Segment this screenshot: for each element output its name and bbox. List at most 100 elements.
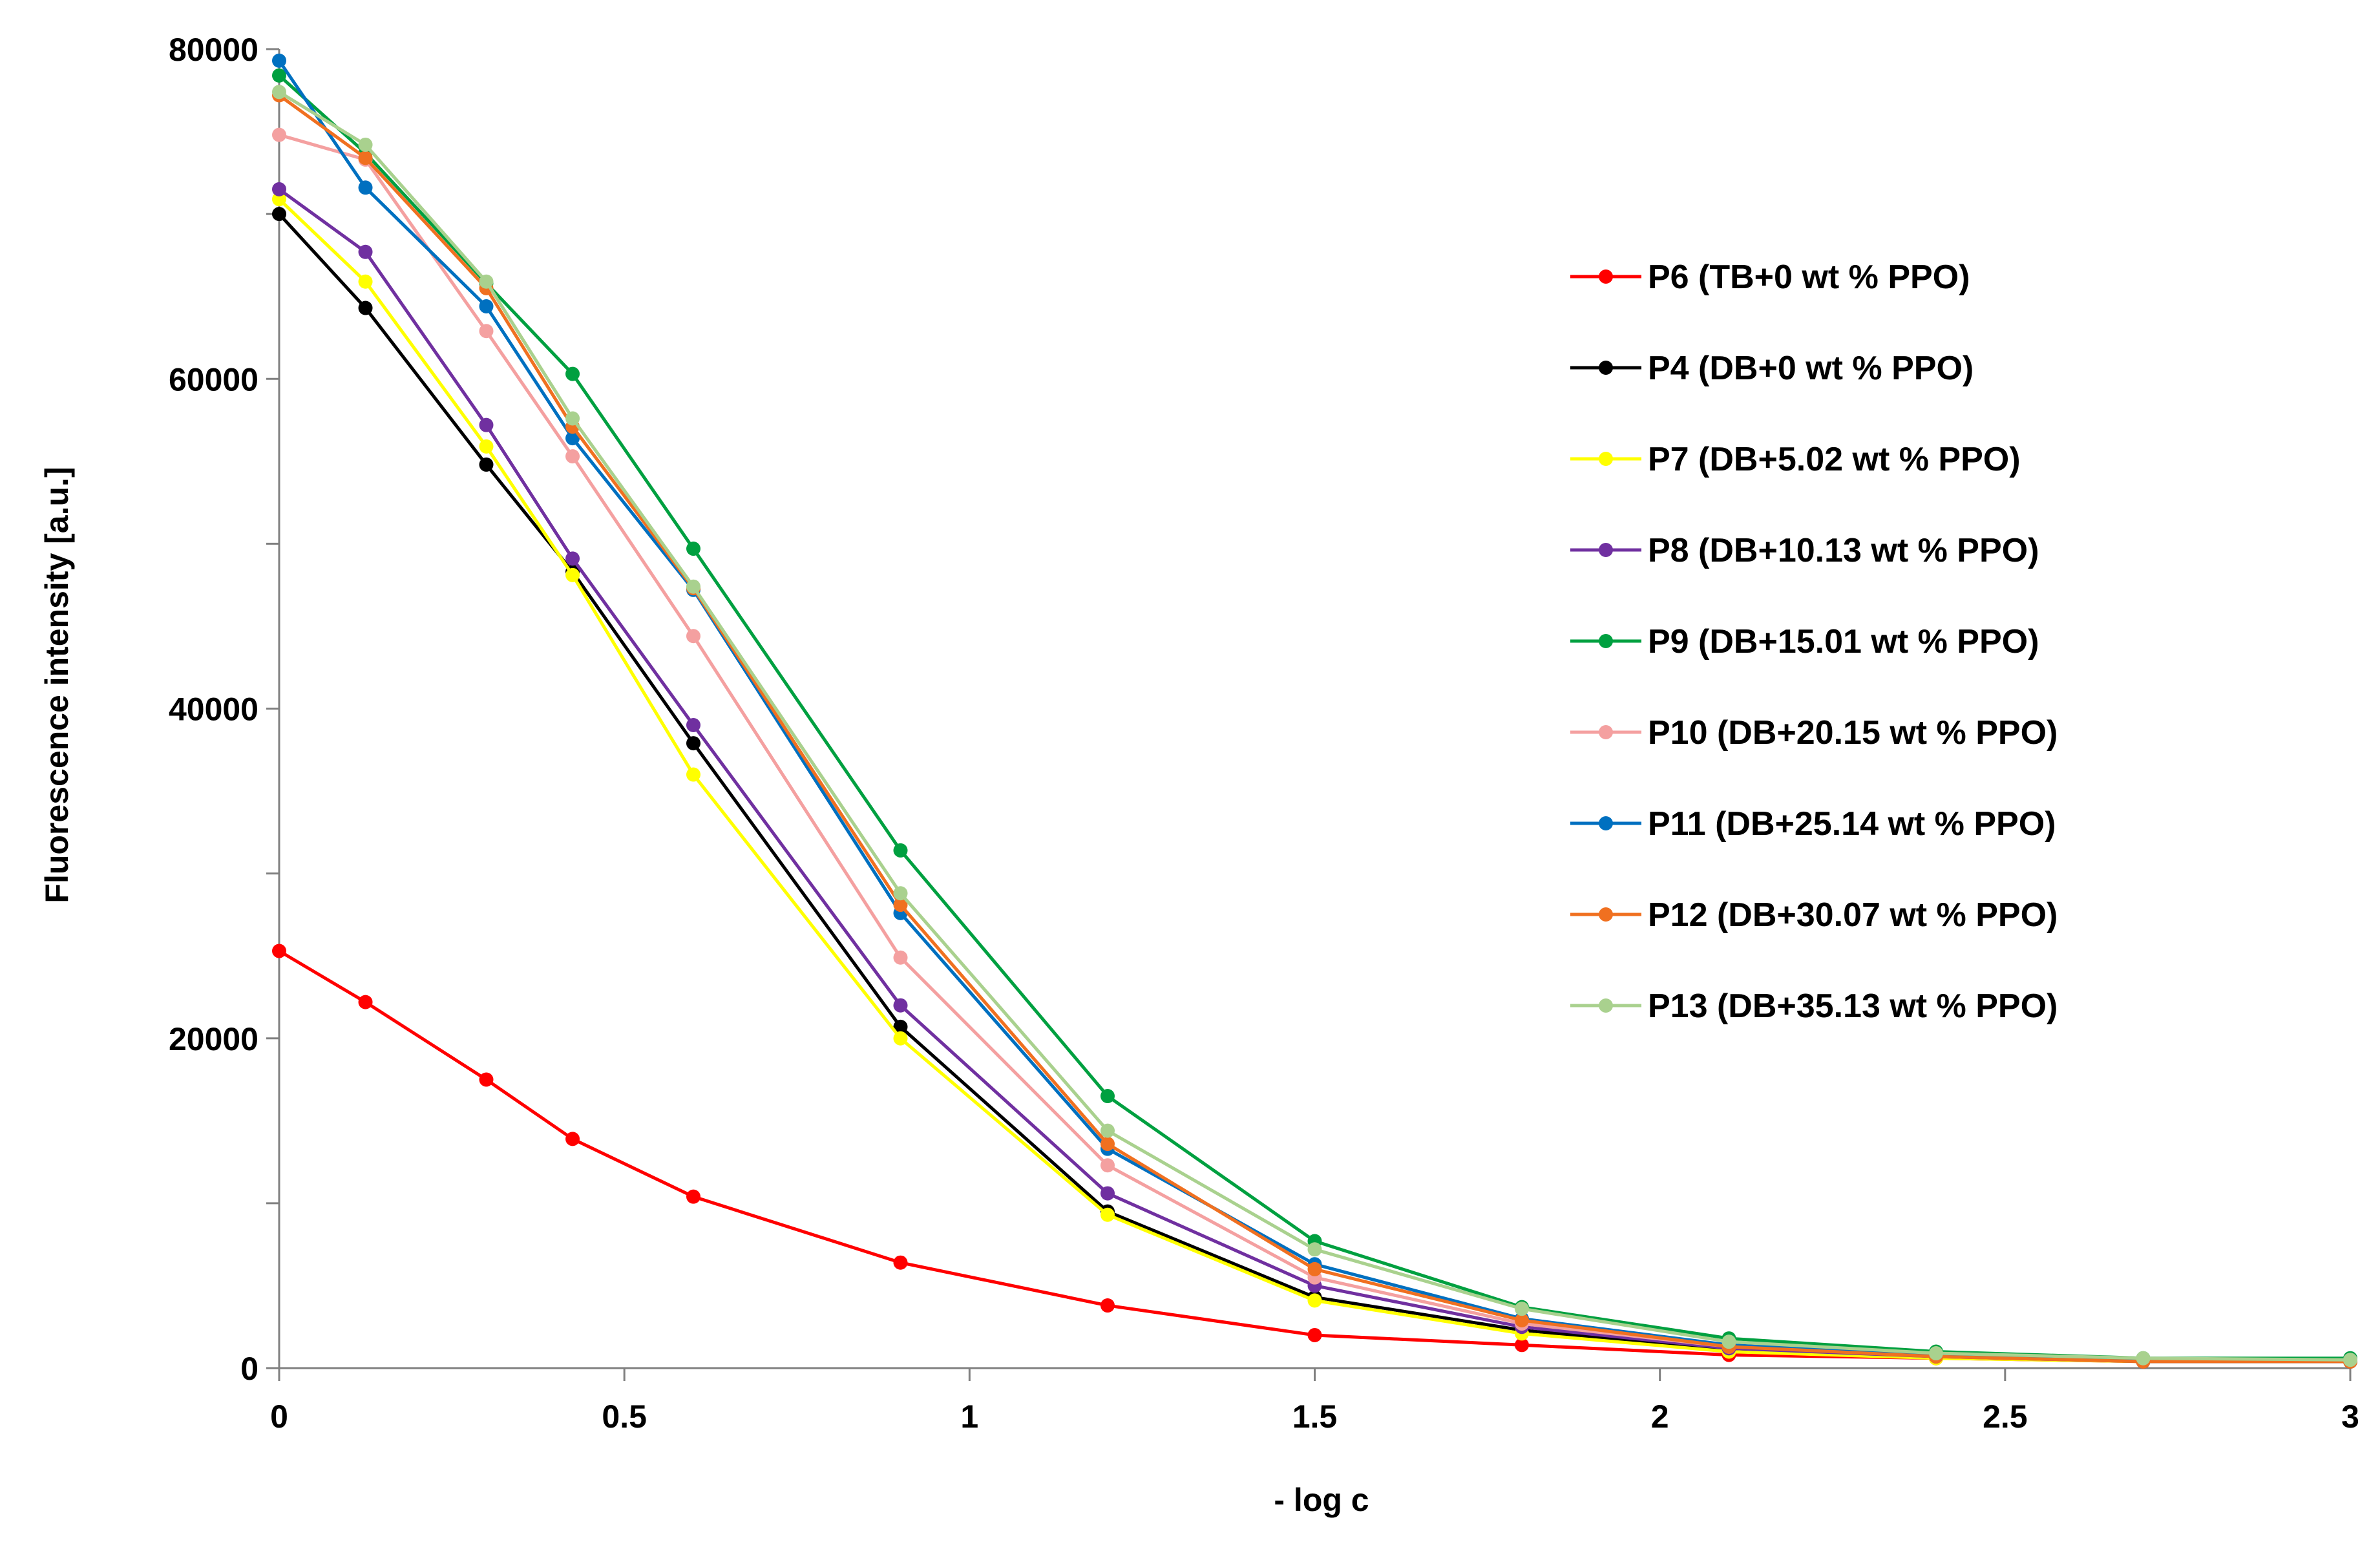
data-point [1307,1242,1322,1257]
data-point [358,151,373,165]
legend-item: P6 (TB+0 wt % PPO) [1570,258,1970,296]
data-point [1515,1313,1529,1328]
legend-label: P13 (DB+35.13 wt % PPO) [1648,987,2058,1025]
data-point [1100,1158,1115,1173]
data-point [893,898,908,913]
data-point [479,274,494,289]
y-tick-label: 20000 [169,1021,258,1057]
data-point [358,274,373,289]
data-point [686,542,700,556]
series-layer [272,53,2357,1369]
data-point [686,629,700,644]
legend-label: P8 (DB+10.13 wt % PPO) [1648,532,2039,569]
legend-item: P12 (DB+30.07 wt % PPO) [1570,896,2058,934]
data-point [893,998,908,1013]
legend-item: P4 (DB+0 wt % PPO) [1570,350,1974,387]
data-point [1307,1327,1322,1342]
legend-swatch-marker [1599,998,1613,1013]
legend-swatch-marker [1599,543,1613,557]
data-point [479,1072,494,1087]
data-point [272,127,286,142]
data-point [565,411,580,426]
data-point [272,944,286,958]
data-point [565,1132,580,1146]
data-point [358,995,373,1009]
data-point [565,449,580,464]
data-point [1100,1137,1115,1152]
legend-item: P9 (DB+15.01 wt % PPO) [1570,623,2039,660]
data-point [565,366,580,381]
legend-item: P10 (DB+20.15 wt % PPO) [1570,714,2058,752]
legend-swatch-marker [1599,816,1613,830]
data-point [893,886,908,901]
data-point [1307,1261,1322,1276]
y-tick-label: 80000 [169,32,258,68]
data-point [272,192,286,207]
data-point [686,1189,700,1204]
data-point [565,431,580,446]
legend-swatch-marker [1599,361,1613,375]
x-axis-title: - log c [1274,1482,1369,1518]
x-tick-label: 0 [270,1398,288,1435]
y-tick-label: 0 [240,1351,258,1387]
legend-item: P13 (DB+35.13 wt % PPO) [1570,987,2058,1025]
data-point [272,85,286,100]
data-point [893,1031,908,1046]
data-point [1722,1335,1736,1349]
x-tick-label: 2.5 [1983,1398,2028,1435]
axes: 0 20000 40000 60000 80000 0 0.5 1 1.5 2 2.5 3 [169,32,2359,1435]
data-point [565,567,580,582]
x-tick-label: 1.5 [1292,1398,1338,1435]
legend-swatch-marker [1599,634,1613,648]
legend-item: P8 (DB+10.13 wt % PPO) [1570,532,2039,569]
data-point [686,736,700,751]
data-point [479,299,494,313]
data-point [358,244,373,259]
legend-label: P12 (DB+30.07 wt % PPO) [1648,896,2058,934]
data-point [1100,1089,1115,1104]
y-tick-label: 60000 [169,361,258,397]
data-point [2343,1353,2357,1367]
data-point [1100,1186,1115,1201]
data-point [2136,1351,2151,1366]
data-point [479,324,494,339]
data-point [358,180,373,195]
data-point [272,53,286,68]
data-point [893,1019,908,1034]
legend-swatch-marker [1599,725,1613,739]
data-point [272,207,286,222]
data-point [893,950,908,965]
legend-label: P11 (DB+25.14 wt % PPO) [1648,805,2056,843]
data-point [272,182,286,196]
legend-swatch-marker [1599,907,1613,922]
data-point [1515,1302,1529,1316]
x-tick-label: 0.5 [602,1398,647,1435]
data-point [479,457,494,472]
data-point [358,137,373,152]
x-tick-label: 1 [960,1398,978,1435]
legend-label: P9 (DB+15.01 wt % PPO) [1648,623,2039,660]
data-point [358,301,373,315]
legend-item: P7 (DB+5.02 wt % PPO) [1570,441,2021,478]
series-9 [272,85,2357,1367]
legend-label: P4 (DB+0 wt % PPO) [1648,350,1974,387]
data-point [565,551,580,566]
data-point [1100,1123,1115,1138]
data-point [686,767,700,782]
data-point [1307,1293,1322,1308]
legend: P6 (TB+0 wt % PPO) P4 (DB+0 wt % PPO) P7 (… [1570,258,2058,1025]
y-axis-title: Fluorescence intensity [a.u.] [39,467,75,903]
data-point [1100,1207,1115,1222]
data-point [272,68,286,83]
x-tick-label: 3 [2341,1398,2359,1435]
data-point [686,579,700,594]
legend-label: P10 (DB+20.15 wt % PPO) [1648,714,2058,752]
data-point [1515,1338,1529,1353]
legend-item: P11 (DB+25.14 wt % PPO) [1570,805,2056,843]
data-point [893,843,908,858]
data-point [1929,1346,1943,1361]
x-tick-label: 2 [1651,1398,1669,1435]
legend-swatch-marker [1599,269,1613,284]
